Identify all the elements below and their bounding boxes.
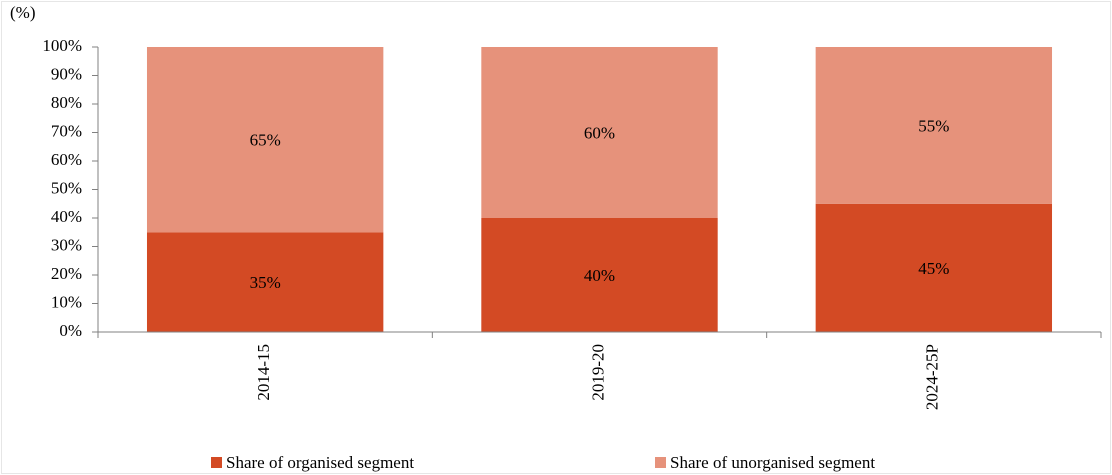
data-label: 65% bbox=[250, 131, 281, 150]
y-tick-label: 30% bbox=[51, 235, 82, 254]
legend-swatch bbox=[211, 457, 222, 468]
bar-segment bbox=[146, 232, 384, 332]
y-tick-label: 0% bbox=[59, 321, 82, 340]
y-tick-label: 80% bbox=[51, 93, 82, 112]
bar-segment bbox=[481, 47, 718, 218]
legend-swatch bbox=[655, 457, 666, 468]
bar-segment bbox=[481, 218, 718, 332]
x-tick-label: 2024-25P bbox=[923, 344, 942, 410]
legend-label: Share of unorganised segment bbox=[670, 453, 875, 472]
data-label: 55% bbox=[918, 116, 949, 135]
x-tick-label: 2019-20 bbox=[588, 344, 607, 401]
bar-segment bbox=[815, 47, 1053, 204]
y-tick-label: 20% bbox=[51, 264, 82, 283]
x-tick-label: 2014-15 bbox=[254, 344, 273, 401]
y-tick-label: 90% bbox=[51, 64, 82, 83]
y-tick-label: 40% bbox=[51, 207, 82, 226]
data-label: 40% bbox=[584, 266, 615, 285]
y-axis-label: (%) bbox=[10, 3, 35, 22]
data-label: 35% bbox=[250, 273, 281, 292]
y-tick-label: 10% bbox=[51, 292, 82, 311]
legend-label: Share of organised segment bbox=[226, 453, 414, 472]
bar-segment bbox=[815, 203, 1053, 332]
data-label: 60% bbox=[584, 123, 615, 142]
y-tick-label: 100% bbox=[42, 36, 82, 55]
bar-segment bbox=[146, 47, 384, 233]
y-tick-label: 60% bbox=[51, 150, 82, 169]
data-label: 45% bbox=[918, 259, 949, 278]
y-tick-label: 50% bbox=[51, 178, 82, 197]
y-tick-label: 70% bbox=[51, 121, 82, 140]
